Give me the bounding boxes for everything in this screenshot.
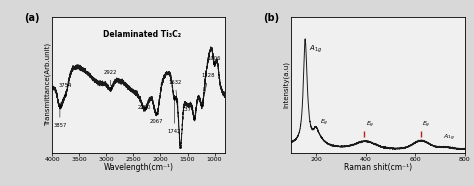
Text: 1371: 1371: [182, 107, 195, 118]
Text: $E_g$: $E_g$: [365, 120, 374, 130]
Text: Delaminated Ti₃C₂: Delaminated Ti₃C₂: [103, 30, 181, 39]
Text: 2922: 2922: [104, 70, 117, 86]
Text: 2290: 2290: [138, 105, 152, 110]
Text: (a): (a): [25, 13, 40, 23]
X-axis label: Wavelength(cm⁻¹): Wavelength(cm⁻¹): [104, 163, 174, 172]
Text: 1742: 1742: [168, 101, 181, 134]
Text: $E_g$: $E_g$: [422, 120, 431, 130]
Text: 3754: 3754: [59, 83, 72, 95]
Text: 1228: 1228: [201, 73, 215, 103]
Text: 1006: 1006: [208, 57, 221, 63]
Text: 1632: 1632: [169, 80, 182, 144]
Text: 3857: 3857: [53, 108, 66, 128]
Text: 2067: 2067: [150, 113, 164, 124]
Text: $A_{1g}$: $A_{1g}$: [309, 43, 322, 55]
Y-axis label: Transmittance(Arb.unit): Transmittance(Arb.unit): [44, 43, 51, 126]
Text: $E_g$: $E_g$: [320, 117, 329, 128]
Text: $A_{1g}$: $A_{1g}$: [443, 133, 455, 143]
Y-axis label: Intensity(a.u): Intensity(a.u): [283, 61, 290, 108]
X-axis label: Raman shit(cm⁻¹): Raman shit(cm⁻¹): [344, 163, 412, 172]
Text: (b): (b): [264, 13, 280, 23]
